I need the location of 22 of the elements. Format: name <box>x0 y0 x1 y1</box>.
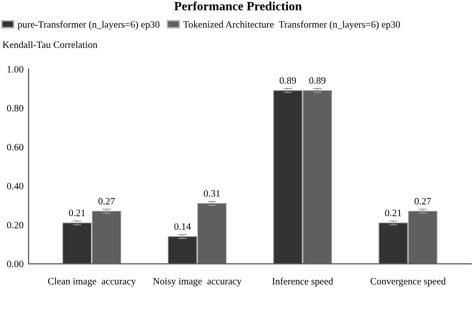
y-tick-label: 1.00 <box>8 66 24 73</box>
y-tick-label: 0.00 <box>7 260 24 268</box>
x-tick-label: Convergence speed <box>370 278 446 286</box>
y-tick-label: 0.40 <box>7 182 24 190</box>
x-tick-label: Inference speed <box>272 278 334 287</box>
data-label: 0.89 <box>309 77 326 84</box>
data-label: 0.21 <box>68 210 85 216</box>
chart-title: Performance Prediction <box>174 1 302 10</box>
y-axis-title: Kendall-Tau Correlation <box>2 41 98 48</box>
y-tick-label: 0.60 <box>7 144 24 150</box>
y-tick-label: 0.80 <box>7 104 24 112</box>
legend-label: pure-Transformer (n_layers=6) ep30 <box>18 20 160 30</box>
data-label: 0.27 <box>414 198 431 205</box>
data-label: 0.89 <box>280 77 296 84</box>
y-tick-label: 0.20 <box>7 222 24 228</box>
data-label: 0.31 <box>204 190 220 197</box>
data-label: 0.14 <box>174 223 191 230</box>
data-label: 0.27 <box>98 198 115 205</box>
x-tick-label: Clean image accuracy <box>48 278 136 286</box>
data-label: 0.21 <box>385 210 402 216</box>
legend-label: Tokenized Architecture Transformer (n_layers=6) ep30 <box>183 20 400 30</box>
x-tick-label: Noisy image accuracy <box>153 278 242 286</box>
